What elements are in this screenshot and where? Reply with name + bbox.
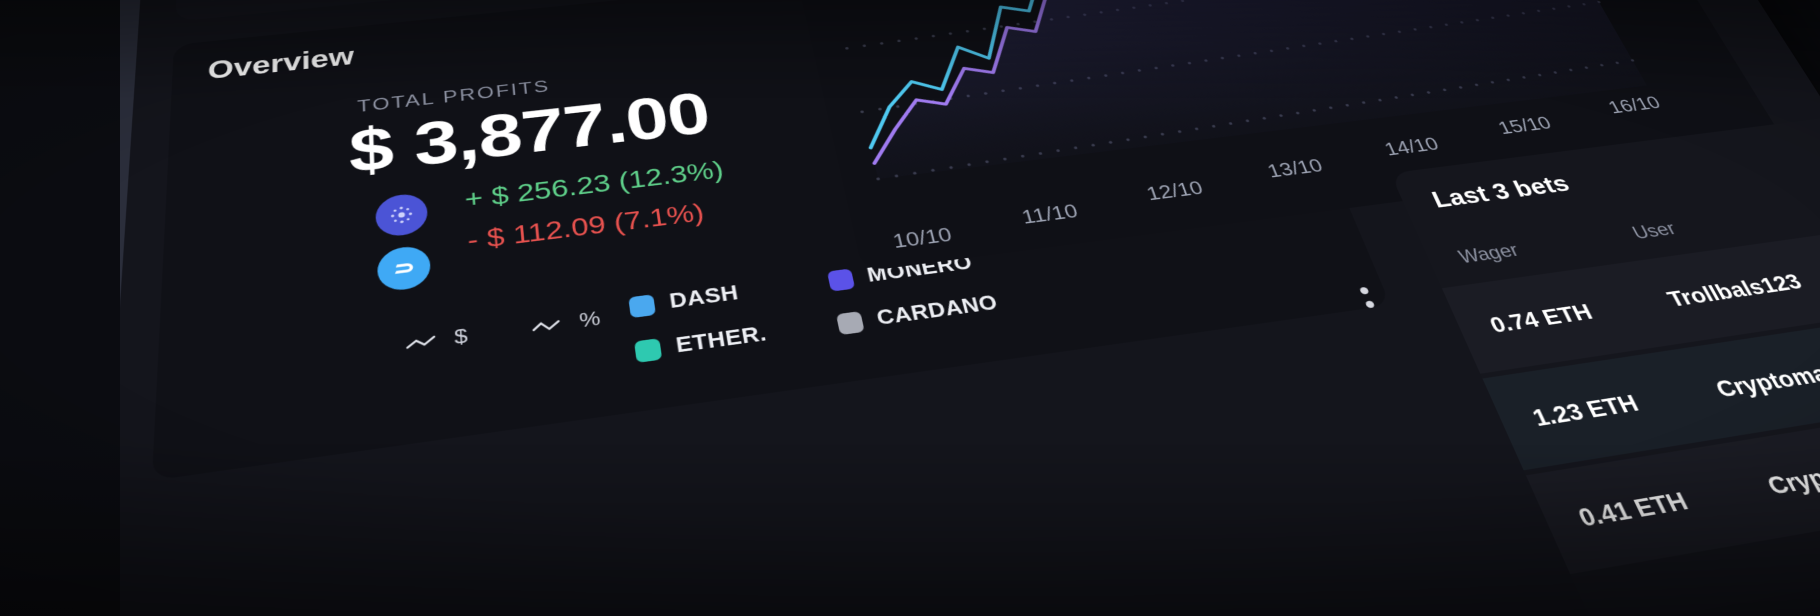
legend-item-ether[interactable]: ETHER. — [633, 322, 769, 363]
cell-wager: 0.41 ETH — [1573, 486, 1693, 532]
overview-title: Overview — [207, 42, 355, 85]
cell-wager: 1.23 ETH — [1528, 389, 1643, 432]
legend-label: ETHER. — [674, 322, 769, 358]
wave-line-icon — [404, 332, 443, 352]
cell-user: Trollbals123 — [1663, 269, 1807, 312]
legend-swatch — [633, 337, 663, 363]
legend-swatch — [628, 293, 656, 318]
legend-label: DASH — [668, 281, 741, 313]
kebab-menu-icon[interactable] — [1348, 285, 1396, 335]
toggle-percent-label: % — [578, 307, 602, 333]
last-bets-panel: Last 3 bets Wager User Status 0.74 ETH T… — [1390, 99, 1820, 616]
legend-swatch — [835, 310, 865, 335]
toggle-dollar-label: $ — [453, 325, 469, 349]
toggle-percent[interactable]: % — [530, 308, 602, 340]
chart-unit-toggles: $ % — [404, 308, 602, 357]
legend-label: CARDANO — [874, 291, 1001, 330]
legend-item-dash[interactable]: DASH — [628, 279, 760, 319]
dash-token-icon — [376, 244, 432, 293]
wave-line-icon — [530, 316, 569, 335]
legend-item-cardano[interactable]: CARDANO — [835, 291, 1001, 335]
cell-user: Cryptowiz — [1762, 454, 1820, 500]
chart-legend: DASH MONERO ETHER. CARDANO — [628, 250, 1000, 364]
cardano-token-icon — [375, 191, 429, 239]
main-content: Profits Ethereum ETH 65% — [64, 0, 1820, 616]
cell-wager: 0.74 ETH — [1485, 299, 1597, 338]
legend-swatch — [826, 268, 856, 292]
column-header-user: User — [1628, 218, 1680, 244]
left-backdrop — [0, 0, 120, 616]
bets-title: Last 3 bets — [1427, 170, 1574, 213]
toggle-dollar[interactable]: $ — [404, 325, 469, 356]
coin-row-ethereum[interactable]: Ethereum ETH 65% — [199, 0, 638, 2]
cell-user: Cryptoman — [1710, 358, 1820, 403]
